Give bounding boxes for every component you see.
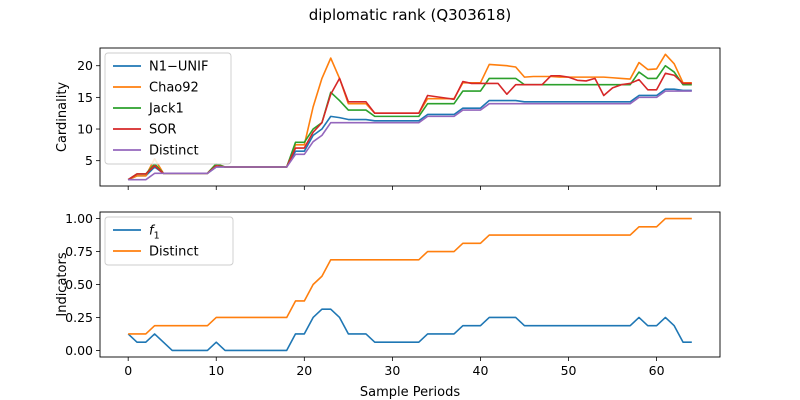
series-line-distinct — [128, 90, 692, 181]
y-tick-label: 0.00 — [65, 343, 93, 358]
legend-box — [104, 52, 232, 165]
plot-frame — [99, 47, 721, 187]
y-tick-label: 0.25 — [65, 310, 93, 325]
x-tick-label: 10 — [208, 363, 224, 378]
legend-label-jack1: Jack1 — [148, 102, 184, 117]
figure-title: diplomatic rank (Q303618) — [309, 6, 512, 24]
x-tick-label: 0 — [124, 363, 132, 378]
y-tick-label: 10 — [77, 122, 93, 137]
series-line-distinct — [128, 217, 692, 335]
legend-label-sor: SOR — [149, 123, 177, 138]
legend-box — [104, 216, 234, 266]
cardinality-panel: 5 10 15 20 Cardinality N1−UNIF Chao92 Jack1 SOR D… — [55, 47, 721, 190]
x-tick-label: 50 — [561, 363, 577, 378]
y-axis-label: Indicators — [55, 252, 70, 316]
x-tick-label: 20 — [296, 363, 312, 378]
x-axis-label: Sample Periods — [360, 385, 460, 400]
legend-label-chao92: Chao92 — [149, 81, 199, 96]
legend-label-distinct: Distinct — [149, 245, 199, 260]
legend-label-n1-unif: N1−UNIF — [149, 60, 208, 75]
y-tick-label: 15 — [77, 90, 93, 105]
y-tick-label: 0.75 — [65, 244, 93, 259]
series-line-f1 — [127, 308, 692, 352]
legend-label-f1: f1 — [149, 224, 160, 242]
x-tick-label: 60 — [649, 363, 665, 378]
x-tick-label: 30 — [384, 363, 400, 378]
y-tick-label: 0.50 — [65, 277, 93, 292]
y-tick-label: 20 — [77, 58, 93, 73]
x-tick-label: 40 — [473, 363, 489, 378]
y-tick-label: 5 — [85, 153, 93, 168]
indicators-panel: 0 10 20 30 40 50 60 0.00 0.25 0.50 0.75 1.00 Indicat… — [55, 211, 721, 400]
legend-label-distinct: Distinct — [149, 144, 199, 159]
y-axis-label: Cardinality — [55, 82, 70, 153]
y-tick-label: 1.00 — [65, 211, 93, 226]
